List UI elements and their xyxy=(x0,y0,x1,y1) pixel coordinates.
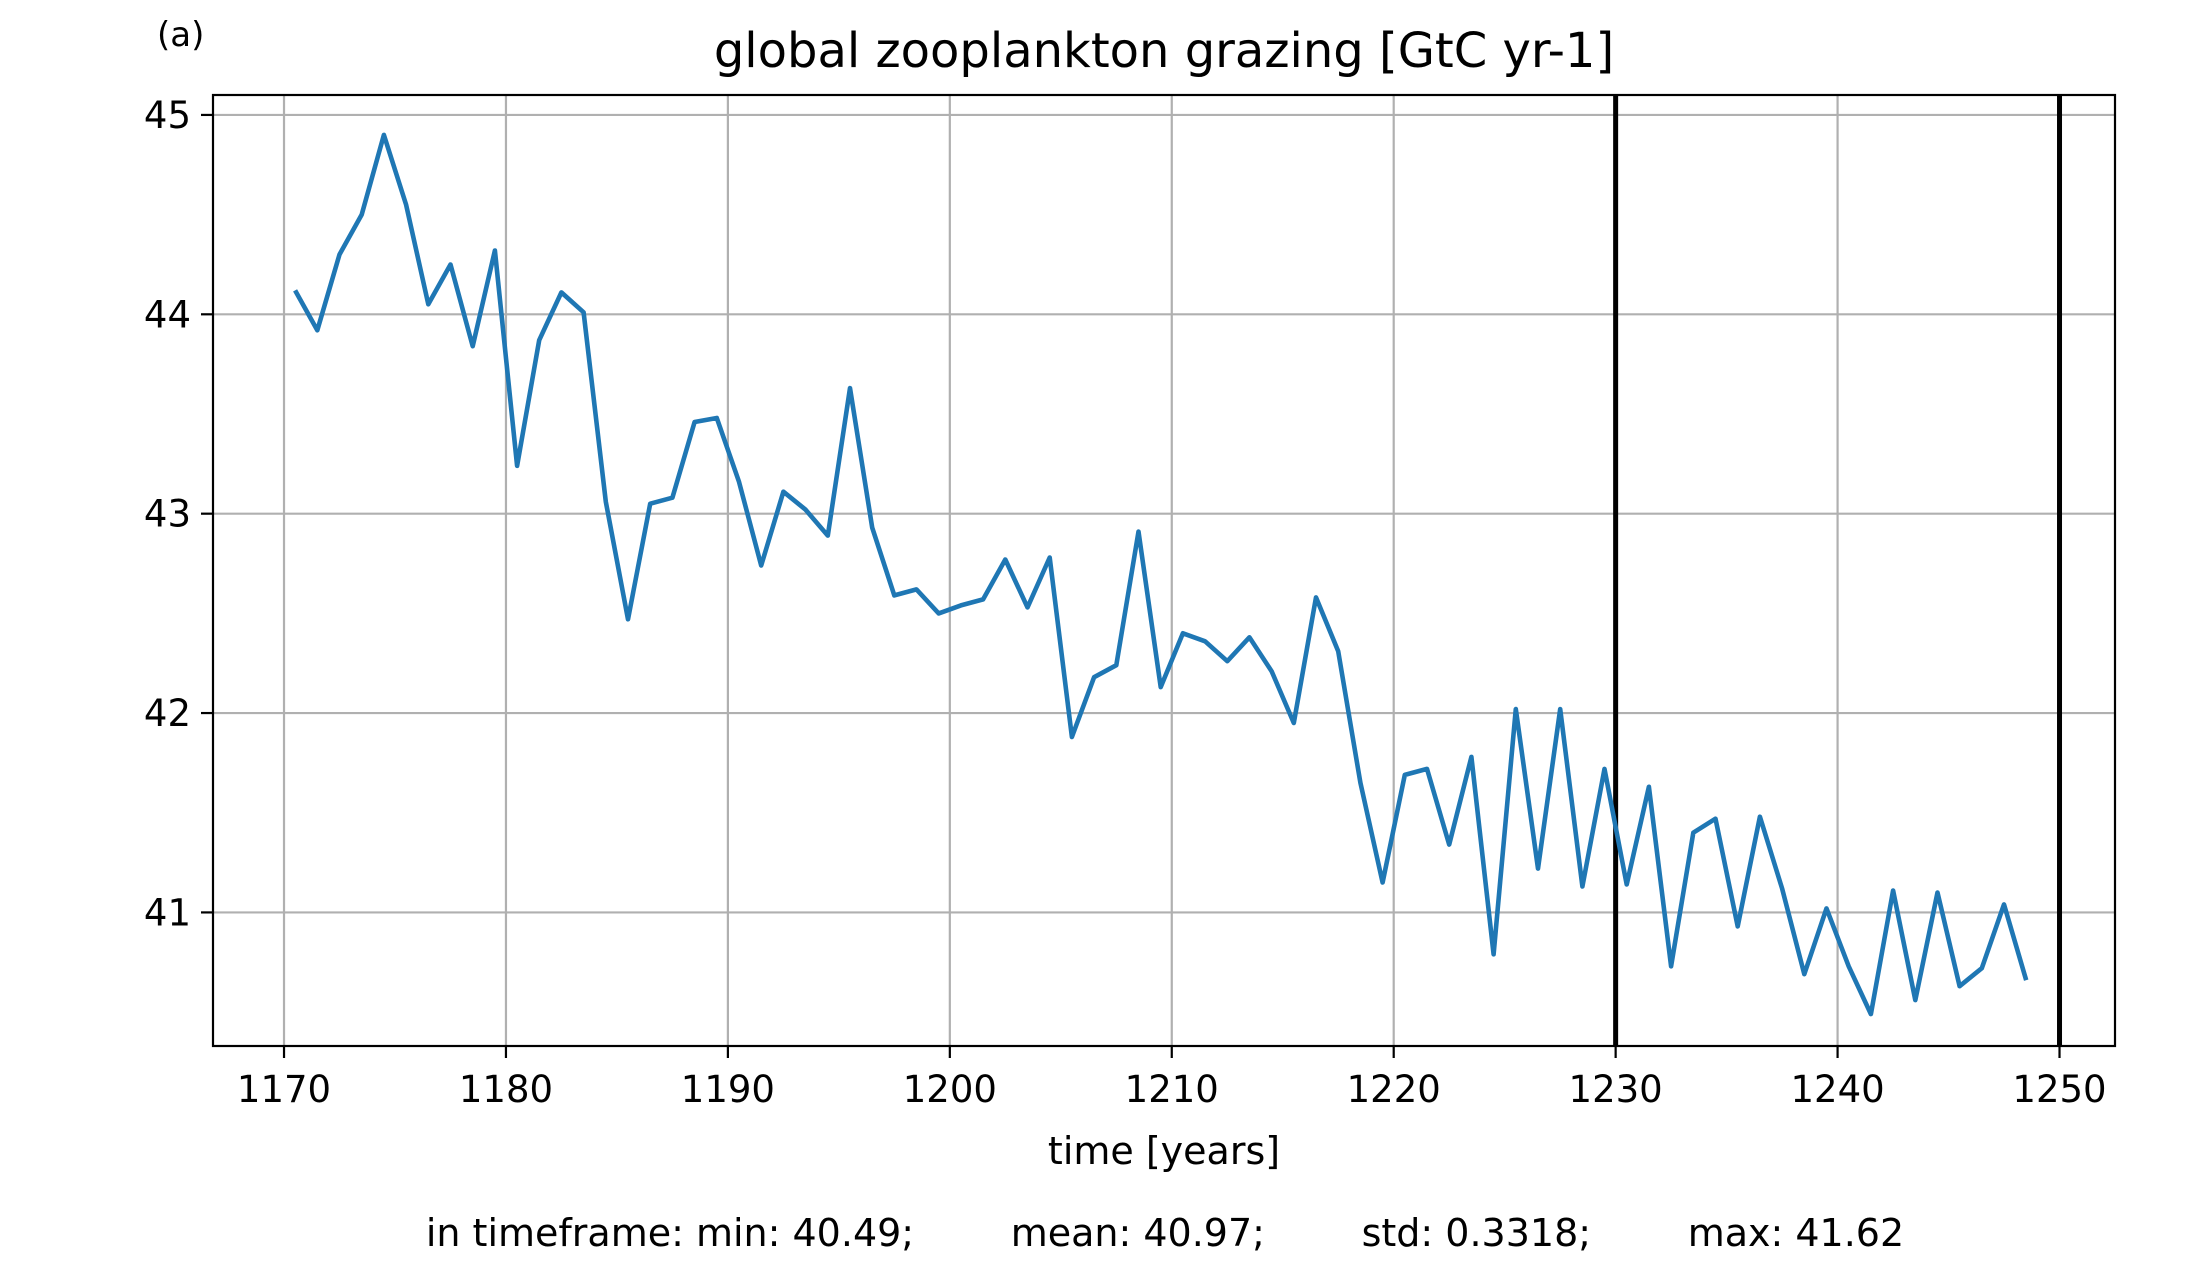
panel-label: (a) xyxy=(157,15,204,55)
x-axis-label: time [years] xyxy=(1048,1129,1280,1173)
y-tick-label: 43 xyxy=(144,493,191,536)
x-tick-label: 1180 xyxy=(459,1068,553,1111)
y-tick-label: 44 xyxy=(144,293,191,336)
y-tick-label: 42 xyxy=(144,692,191,735)
vertical-markers xyxy=(1613,95,2063,1046)
ticks: 1170 1180 1190 1200 1210 1220 1230 1240 1250 41 42… xyxy=(144,94,2107,1111)
stats-summary: in timeframe: min: 40.49; mean: 40.97; s… xyxy=(426,1211,1904,1255)
x-tick-label: 1230 xyxy=(1569,1068,1663,1111)
x-tick-label: 1170 xyxy=(237,1068,331,1111)
x-tick-label: 1220 xyxy=(1347,1068,1441,1111)
x-tick-label: 1190 xyxy=(681,1068,775,1111)
x-tick-label: 1250 xyxy=(2012,1068,2106,1111)
y-tick-label: 41 xyxy=(144,891,191,934)
grid xyxy=(213,95,2115,1046)
x-tick-label: 1210 xyxy=(1125,1068,1219,1111)
plot-frame xyxy=(211,93,2117,1048)
y-tick-label: 45 xyxy=(144,94,191,137)
x-tick-label: 1200 xyxy=(903,1068,997,1111)
chart-title: global zooplankton grazing [GtC yr-1] xyxy=(714,23,1614,79)
series-layer xyxy=(293,132,2029,1017)
x-tick-label: 1240 xyxy=(1790,1068,1884,1111)
series-line xyxy=(293,132,2029,1017)
